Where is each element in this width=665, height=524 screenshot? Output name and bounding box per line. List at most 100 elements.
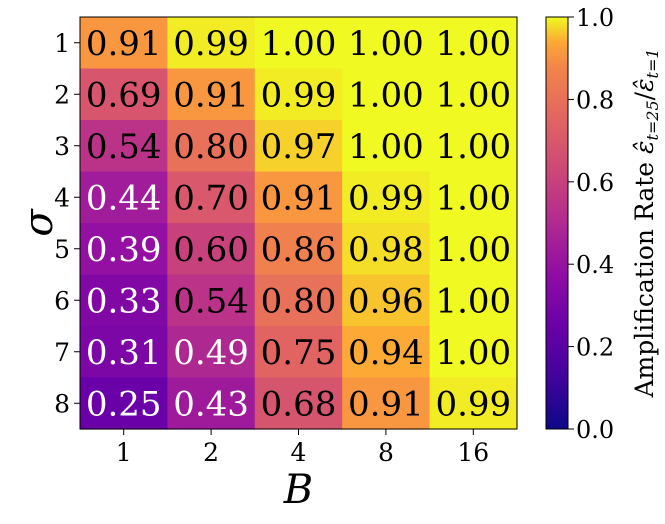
- heatmap-cell: [429, 223, 518, 276]
- x-axis-ticks: 1 2 4 8 16: [116, 429, 489, 467]
- y-tick-label: 4: [54, 183, 70, 212]
- heatmap-cell: [342, 274, 431, 327]
- heatmap-cell: [167, 326, 256, 379]
- cell-value-label: 0.43: [173, 384, 249, 424]
- colorbar-tick-label: 0.0: [576, 416, 614, 444]
- y-axis-label: σ: [16, 208, 62, 237]
- heatmap-cell: [254, 377, 343, 430]
- heatmap-cell: [429, 120, 518, 173]
- heatmap-cell: [80, 120, 168, 173]
- colorbar: [545, 16, 569, 430]
- heatmap-cell: [342, 223, 431, 276]
- cell-value-label: 0.98: [348, 230, 424, 270]
- heatmap-cell: [80, 274, 168, 327]
- cell-value-label: 0.54: [86, 127, 162, 167]
- cell-value-label: 0.49: [173, 333, 249, 373]
- heatmap-cell: [429, 17, 518, 70]
- cell-value-label: 0.70: [173, 178, 249, 218]
- cell-value-label: 0.99: [348, 178, 424, 218]
- y-tick-label: 6: [54, 286, 70, 315]
- cell-value-label: 0.75: [261, 333, 337, 373]
- heatmap-cell: [167, 120, 256, 173]
- cell-value-label: 0.68: [261, 384, 337, 424]
- cell-value-label: 0.54: [173, 281, 249, 321]
- cell-value-label: 0.91: [86, 24, 162, 64]
- cell-value-label: 1.00: [435, 230, 511, 270]
- x-axis-label: B: [283, 467, 313, 513]
- heatmap-cell: [254, 171, 343, 224]
- x-tick-label: 8: [378, 438, 394, 467]
- heatmap-cell: [80, 377, 168, 430]
- cell-value-label: 0.80: [261, 281, 337, 321]
- cell-value-label: 1.00: [435, 281, 511, 321]
- heatmap-cell: [167, 223, 256, 276]
- heatmap-cell: [342, 326, 431, 379]
- heatmap-cell: [429, 274, 518, 327]
- cell-value-label: 1.00: [435, 333, 511, 373]
- cell-value-label: 0.96: [348, 281, 424, 321]
- x-tick-label: 2: [203, 438, 219, 467]
- cell-value-label: 1.00: [435, 178, 511, 218]
- cell-value-label: 0.80: [173, 127, 249, 167]
- heatmap-cell: [80, 68, 168, 121]
- colorbar-tick-label: 0.6: [576, 169, 614, 197]
- cell-value-label: 0.25: [86, 384, 162, 424]
- heatmap-cell: [254, 326, 343, 379]
- heatmap-cell: [80, 17, 168, 70]
- heatmap-cell: [167, 17, 256, 70]
- y-tick-label: 2: [54, 80, 70, 109]
- heatmap-cell: [167, 68, 256, 121]
- heatmap-cell: [254, 223, 343, 276]
- cell-value-label: 1.00: [435, 75, 511, 115]
- cell-value-label: 0.99: [173, 24, 249, 64]
- heatmap-cell: [342, 68, 431, 121]
- heatmap-cell: [80, 171, 168, 224]
- y-axis-ticks: 1 2 3 4 5 6 7 8: [54, 29, 80, 418]
- colorbar-ticks: 0.0 0.2 0.4 0.6 0.8 1.0: [568, 4, 614, 444]
- x-tick-label: 16: [457, 438, 489, 467]
- heatmap-cell: [429, 326, 518, 379]
- heatmap-cell: [429, 377, 518, 430]
- cell-value-label: 0.94: [348, 333, 424, 373]
- x-tick-label: 4: [291, 438, 307, 467]
- cell-value-label: 0.99: [435, 384, 511, 424]
- heatmap-cell: [254, 274, 343, 327]
- colorbar-tick-label: 1.0: [576, 4, 614, 32]
- heatmap-cell: [254, 68, 343, 121]
- cell-value-label: 0.86: [261, 230, 337, 270]
- heatmap-cell: [254, 120, 343, 173]
- cell-value-label: 0.31: [86, 333, 162, 373]
- heatmap-cell: [429, 171, 518, 224]
- cell-value-label: 0.91: [348, 384, 424, 424]
- colorbar-tick-label: 0.8: [576, 86, 614, 114]
- cell-value-label: 1.00: [348, 75, 424, 115]
- cell-value-label: 0.39: [86, 230, 162, 270]
- cell-value-label: 1.00: [261, 24, 337, 64]
- colorbar-label: Amplification Rate ε̂t=25/ε̂t=1: [630, 48, 662, 398]
- cell-value-label: 1.00: [435, 24, 511, 64]
- cell-value-label: 1.00: [435, 127, 511, 167]
- cell-value-label: 0.33: [86, 281, 162, 321]
- y-tick-label: 3: [54, 132, 70, 161]
- heatmap-cell: [342, 171, 431, 224]
- y-tick-label: 7: [54, 338, 70, 367]
- heatmap-cell: [342, 120, 431, 173]
- cell-value-label: 0.91: [261, 178, 337, 218]
- colorbar-tick-label: 0.4: [576, 251, 614, 279]
- cell-value-label: 0.97: [261, 127, 337, 167]
- cell-value-label: 0.99: [261, 75, 337, 115]
- cell-value-label: 0.44: [86, 178, 162, 218]
- heatmap-value-labels: 0.91 0.99 1.00 1.00 1.00 0.69 0.91 0.99 1.00 1.00…: [86, 24, 511, 425]
- heatmap-cell: [429, 68, 518, 121]
- y-tick-label: 1: [54, 29, 70, 58]
- cell-value-label: 0.60: [173, 230, 249, 270]
- cell-value-label: 0.91: [173, 75, 249, 115]
- cell-value-label: 0.69: [86, 75, 162, 115]
- heatmap-cell: [167, 171, 256, 224]
- heatmap-cell: [80, 223, 168, 276]
- cell-value-label: 1.00: [348, 24, 424, 64]
- heatmap-cell: [254, 17, 343, 70]
- heatmap-cell: [167, 274, 256, 327]
- cell-value-label: 1.00: [348, 127, 424, 167]
- x-tick-label: 1: [116, 438, 132, 467]
